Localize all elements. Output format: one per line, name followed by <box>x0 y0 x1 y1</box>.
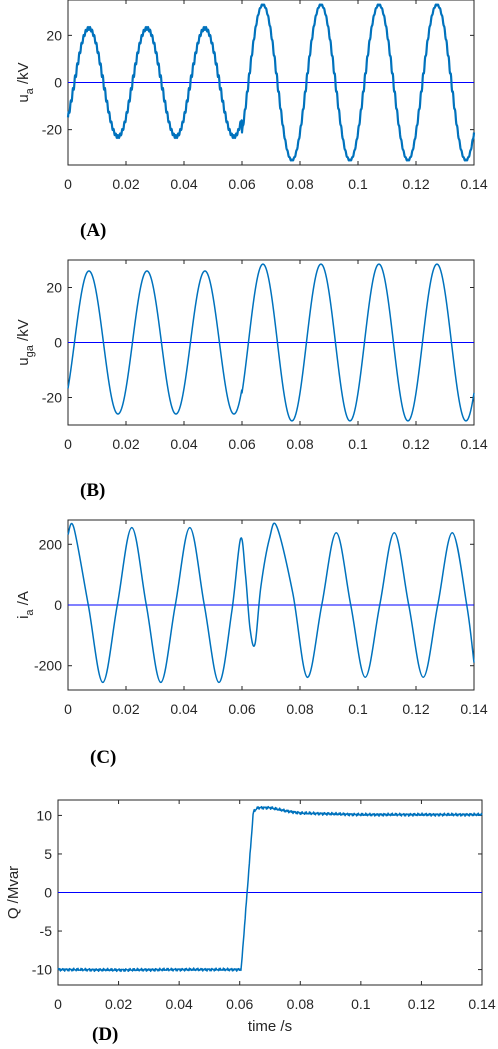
x-tick-label: 0.06 <box>228 176 255 192</box>
x-tick-label: 0.1 <box>348 436 368 452</box>
x-tick-label: 0.14 <box>460 436 487 452</box>
y-tick-label: 0 <box>44 885 52 901</box>
y-tick-label: 5 <box>44 846 52 862</box>
x-tick-label: 0.14 <box>460 176 487 192</box>
panel-b-label: (B) <box>80 480 105 501</box>
panel-b-grid-voltage-trace <box>67 263 475 422</box>
y-tick-label: -20 <box>42 390 62 406</box>
y-tick-label: 0 <box>54 75 62 91</box>
panel-d-xlabel: time /s <box>248 1018 292 1035</box>
x-tick-label: 0.06 <box>228 701 255 717</box>
x-tick-label: 0 <box>64 176 72 192</box>
panel-d-label: (D) <box>92 1024 118 1045</box>
panel-d-ticks: 0 0.02 0.04 0.06 0.08 0.1 0.12 0.14 10 5 0 -5 -10 <box>32 800 496 1012</box>
x-tick-label: 0.04 <box>166 996 193 1012</box>
x-tick-label: 0 <box>54 996 62 1012</box>
x-tick-label: 0 <box>64 701 72 717</box>
y-tick-label: 0 <box>54 335 62 351</box>
x-tick-label: 0.06 <box>226 996 253 1012</box>
x-tick-label: 0.12 <box>402 436 429 452</box>
panel-d-ylabel: Q /Mvar <box>5 866 22 919</box>
panel-a-voltage-trace <box>66 3 476 162</box>
y-tick-label: -5 <box>40 923 53 939</box>
x-tick-label: 0.02 <box>112 436 139 452</box>
panel-d-reactive-power-trace <box>57 805 483 973</box>
y-tick-label: 20 <box>46 27 62 43</box>
panel-c-ylabel: ia /A <box>15 591 36 619</box>
panel-d: 0 0.02 0.04 0.06 0.08 0.1 0.12 0.14 10 5 0 -5 -10 Q … <box>5 799 496 1045</box>
y-tick-label: -10 <box>32 962 52 978</box>
panel-b: 0 0.02 0.04 0.06 0.08 0.1 0.12 0.14 20 0 -20 uga /… <box>15 259 488 501</box>
x-tick-label: 0.04 <box>170 176 197 192</box>
x-tick-label: 0.02 <box>105 996 132 1012</box>
x-tick-label: 0.08 <box>286 436 313 452</box>
x-tick-label: 0.02 <box>112 701 139 717</box>
x-tick-label: 0.06 <box>228 436 255 452</box>
x-tick-label: 0.12 <box>402 701 429 717</box>
x-tick-label: 0.1 <box>348 176 368 192</box>
y-tick-label: -20 <box>42 122 62 138</box>
panel-b-ylabel: uga /kV <box>15 319 36 365</box>
x-tick-label: 0.04 <box>170 436 197 452</box>
panel-b-ticks: 0 0.02 0.04 0.06 0.08 0.1 0.12 0.14 20 0 -20 <box>42 260 488 452</box>
y-tick-label: -200 <box>34 658 62 674</box>
panel-a-ylabel: ua /kV <box>15 62 36 102</box>
x-tick-label: 0.04 <box>170 701 197 717</box>
panel-c: 0 0.02 0.04 0.06 0.08 0.1 0.12 0.14 200 0 -200 ia … <box>15 519 488 768</box>
y-tick-label: 10 <box>36 807 52 823</box>
panel-a: 0 0.02 0.04 0.06 0.08 0.1 0.12 0.14 20 0 -20 ua /k… <box>15 0 488 241</box>
x-tick-label: 0.14 <box>468 996 495 1012</box>
panel-a-label: (A) <box>80 220 106 241</box>
panel-c-current-trace <box>67 522 475 684</box>
x-tick-label: 0.14 <box>460 701 487 717</box>
x-tick-label: 0.08 <box>287 996 314 1012</box>
y-tick-label: 200 <box>39 536 63 552</box>
x-tick-label: 0.02 <box>112 176 139 192</box>
x-tick-label: 0.08 <box>286 701 313 717</box>
x-tick-label: 0 <box>64 436 72 452</box>
x-tick-label: 0.1 <box>351 996 371 1012</box>
y-tick-label: 0 <box>54 597 62 613</box>
x-tick-label: 0.08 <box>286 176 313 192</box>
x-tick-label: 0.12 <box>402 176 429 192</box>
panel-c-label: (C) <box>90 747 116 768</box>
x-tick-label: 0.1 <box>348 701 368 717</box>
panel-c-ticks: 0 0.02 0.04 0.06 0.08 0.1 0.12 0.14 200 0 -200 <box>34 520 488 717</box>
x-tick-label: 0.12 <box>408 996 435 1012</box>
panel-a-ticks: 0 0.02 0.04 0.06 0.08 0.1 0.12 0.14 20 0 -20 <box>42 0 488 192</box>
y-tick-label: 20 <box>46 280 62 296</box>
